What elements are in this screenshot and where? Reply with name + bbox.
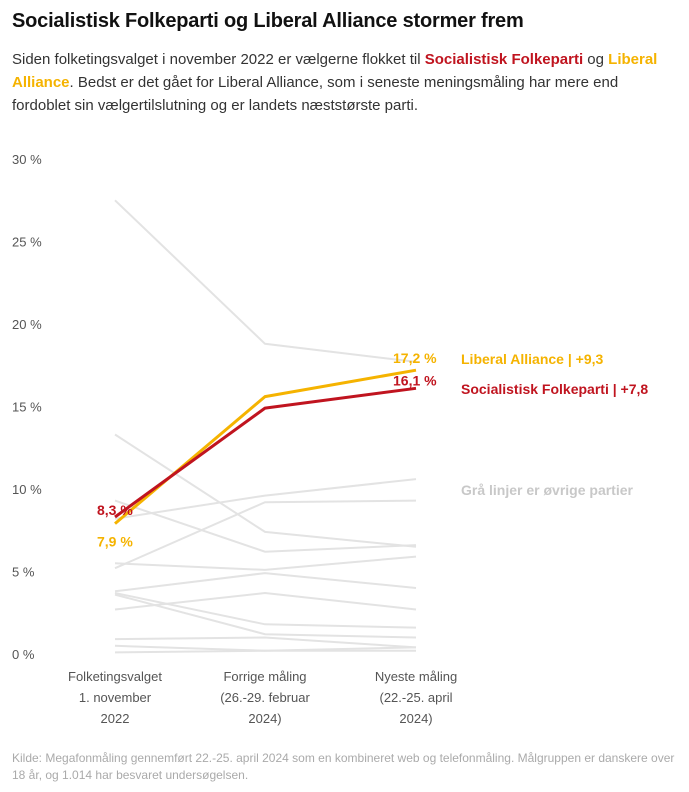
x-tick-label: 1. november xyxy=(79,690,152,705)
other-party-line xyxy=(114,555,417,571)
other-party-line xyxy=(114,478,417,520)
x-tick-label: Nyeste måling xyxy=(375,669,457,684)
y-tick-label: 25 % xyxy=(12,235,42,250)
x-tick-label: 2024) xyxy=(399,711,432,726)
sf-legend-label: Socialistisk Folkeparti | +7,8 xyxy=(461,381,648,397)
x-tick-label: 2024) xyxy=(248,711,281,726)
other-party-line xyxy=(114,499,417,570)
subtitle-sf-highlight: Socialistisk Folkeparti xyxy=(424,51,584,68)
x-tick-label: (22.-25. april xyxy=(380,690,453,705)
chart-subtitle: Siden folketingsvalget i november 2022 e… xyxy=(12,48,672,117)
x-tick-label: Folketingsvalget xyxy=(68,669,162,684)
y-tick-label: 0 % xyxy=(12,647,35,662)
y-tick-label: 5 % xyxy=(12,565,35,580)
y-tick-label: 10 % xyxy=(12,482,42,497)
other-party-line xyxy=(114,593,417,639)
subtitle-la-highlight: Liberal Alliance xyxy=(12,51,658,91)
other-party-line xyxy=(114,572,417,593)
sf-start-label: 8,3 % xyxy=(97,502,133,518)
y-tick-label: 30 % xyxy=(12,152,42,167)
others-annotation: Grå linjer er øvrige partier xyxy=(461,482,634,498)
other-party-line xyxy=(114,636,417,649)
y-tick-label: 20 % xyxy=(12,317,42,332)
sf-end-label: 16,1 % xyxy=(393,372,437,388)
other-party-line xyxy=(114,649,416,654)
x-tick-label: (26.-29. februar xyxy=(220,690,310,705)
other-party-line xyxy=(114,199,417,363)
sf-line xyxy=(114,386,417,519)
x-tick-label: 2022 xyxy=(101,711,130,726)
other-party-line xyxy=(114,592,417,629)
subtitle-text: Siden folketingsvalget i november 2022 e… xyxy=(12,51,425,68)
other-party-line xyxy=(114,499,417,553)
la-legend-label: Liberal Alliance | +9,3 xyxy=(461,351,604,367)
source-note: Kilde: Megafonmåling gennemført 22.-25. … xyxy=(12,751,675,782)
subtitle-text: . Bedst er det gået for Liberal Alliance… xyxy=(12,74,619,114)
y-tick-label: 15 % xyxy=(12,400,42,415)
other-party-line xyxy=(114,591,417,611)
subtitle-text: og xyxy=(583,51,609,68)
la-end-label: 17,2 % xyxy=(393,350,437,366)
other-party-line xyxy=(114,433,417,548)
line-chart: 0 % 5 % 10 % 15 % 20 % 25 % 30 % Folketingsvalg… xyxy=(12,152,648,726)
x-tick-label: Forrige måling xyxy=(223,669,306,684)
chart-title: Socialistisk Folkeparti og Liberal Allia… xyxy=(12,10,524,32)
la-start-label: 7,9 % xyxy=(97,534,133,550)
